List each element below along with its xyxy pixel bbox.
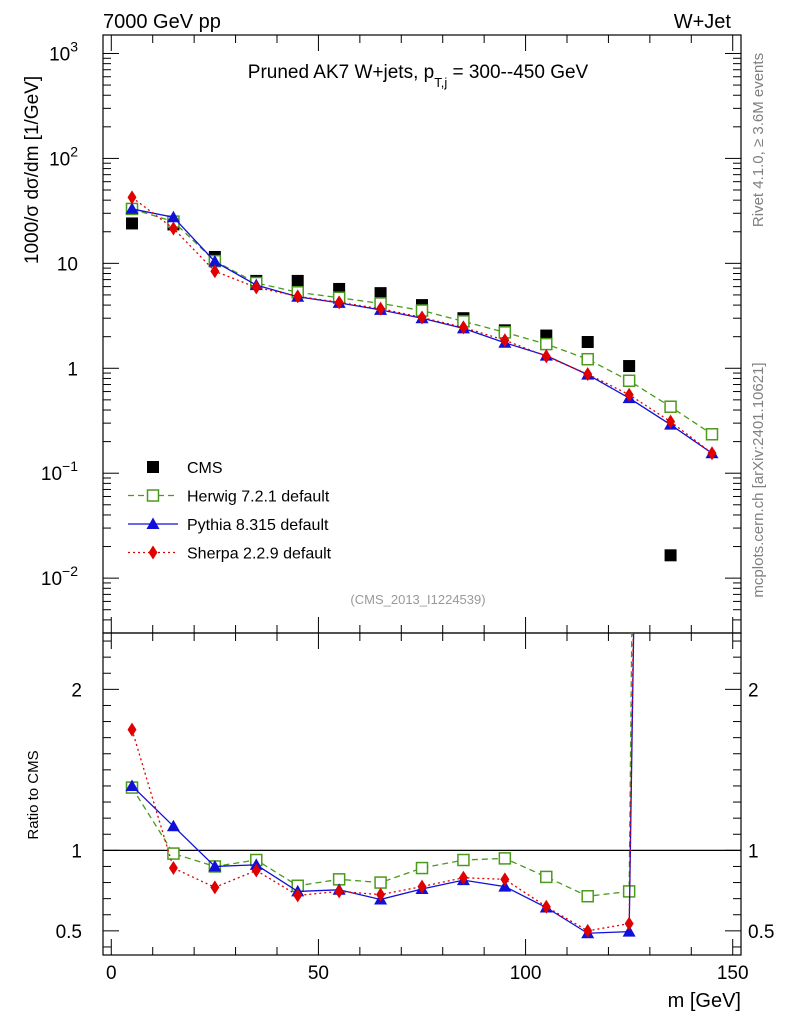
data-point-herwig xyxy=(540,337,553,351)
ratio-point-sherpa xyxy=(624,916,634,931)
data-point-sherpa xyxy=(583,367,593,382)
ratio-point-herwig xyxy=(415,861,429,875)
data-point-cms xyxy=(623,360,636,373)
data-point-sherpa xyxy=(458,320,468,335)
ratio-tick-label-right: 2 xyxy=(748,680,759,701)
ratio-point-herwig xyxy=(167,847,180,860)
legend-label-pythia: Pythia 8.315 default xyxy=(187,517,329,534)
data-point-sherpa xyxy=(707,446,717,461)
rivet-label: Rivet 4.1.0, ≥ 3.6M events xyxy=(750,53,767,227)
data-point-cms xyxy=(581,335,594,348)
ratio-point-sherpa xyxy=(541,899,551,914)
ratio-point-sherpa xyxy=(210,880,220,895)
y-axis-label: 1000/σ dσ/dm [1/GeV] xyxy=(22,76,43,264)
data-point-cms xyxy=(126,217,138,230)
legend-marker-pythia xyxy=(146,517,160,529)
data-point-sherpa xyxy=(251,280,261,295)
data-point-pythia xyxy=(125,202,139,214)
ratio-panel-frame xyxy=(102,632,742,956)
ratio-series-group xyxy=(125,633,636,939)
data-point-sherpa xyxy=(376,301,386,316)
data-point-herwig xyxy=(581,352,594,366)
data-point-sherpa xyxy=(666,414,676,429)
ratio-point-pythia xyxy=(125,779,139,791)
y-tick-label: 10 xyxy=(57,254,78,275)
ratio-point-pythia xyxy=(166,819,180,832)
ratio-point-herwig xyxy=(581,889,594,903)
legend-label-sherpa: Sherpa 2.2.9 default xyxy=(187,546,332,563)
ratio-line-sherpa xyxy=(131,633,634,932)
plot-title: Pruned AK7 W+jets, pT,j = 300--450 GeV xyxy=(248,62,589,90)
data-point-herwig xyxy=(622,374,636,388)
x-axis-label: m [GeV] xyxy=(668,990,741,1012)
ratio-point-pythia xyxy=(622,925,636,937)
data-point-sherpa xyxy=(334,295,344,310)
ratio-point-sherpa xyxy=(251,863,261,878)
ratio-point-herwig xyxy=(332,873,346,886)
ratio-point-sherpa xyxy=(334,884,344,899)
ratio-tick-label-right: 0.5 xyxy=(748,922,774,943)
y-tick-label: 10−1 xyxy=(41,458,78,485)
data-point-sherpa xyxy=(293,289,303,304)
data-point-herwig xyxy=(664,400,677,413)
series-line-sherpa xyxy=(131,196,713,454)
data-point-sherpa xyxy=(417,310,427,325)
ratio-point-herwig xyxy=(498,852,512,865)
legend-marker-cms xyxy=(147,461,159,473)
ratio-point-pythia xyxy=(208,859,222,872)
legend-label-herwig: Herwig 7.2.1 default xyxy=(187,489,330,506)
y-tick-label: 103 xyxy=(49,38,78,65)
ratio-point-sherpa xyxy=(500,872,510,887)
ratio-point-sherpa xyxy=(583,923,593,938)
data-point-pythia xyxy=(208,255,222,267)
y-tick-label: 1 xyxy=(67,359,78,380)
main-panel-frame xyxy=(102,34,742,634)
ratio-point-herwig xyxy=(540,870,553,884)
y-tick-label: 10−2 xyxy=(41,563,78,590)
ratio-tick-label: 0.5 xyxy=(56,922,82,943)
data-point-cms xyxy=(291,274,304,287)
ratio-tick-label: 1 xyxy=(71,841,82,862)
ratio-tick-label: 2 xyxy=(71,680,82,701)
data-point-sherpa xyxy=(500,333,510,348)
ratio-axis-label: Ratio to CMS xyxy=(25,750,42,839)
series-line-pythia xyxy=(131,208,713,454)
legend-label-cms: CMS xyxy=(187,460,223,477)
ratio-point-sherpa xyxy=(458,870,468,885)
ratio-point-sherpa xyxy=(293,888,303,903)
site-label: mcplots.cern.ch [arXiv:2401.10621] xyxy=(750,362,767,597)
x-tick-label: 150 xyxy=(717,963,749,984)
x-tick-label: 100 xyxy=(510,963,542,984)
y-tick-label: 102 xyxy=(49,143,78,170)
data-point-cms xyxy=(664,549,677,562)
data-point-herwig xyxy=(705,428,719,441)
analysis-label: (CMS_2013_I1224539) xyxy=(350,592,485,607)
data-point-sherpa xyxy=(210,264,220,279)
ratio-point-sherpa xyxy=(376,887,386,902)
data-point-sherpa xyxy=(624,387,634,402)
data-point-sherpa xyxy=(127,190,137,205)
ratio-point-sherpa xyxy=(168,861,178,876)
data-point-cms xyxy=(374,287,387,300)
energy-label: 7000 GeV pp xyxy=(103,11,221,33)
ratio-point-sherpa xyxy=(127,722,137,737)
legend-marker-herwig xyxy=(146,489,160,502)
legend-marker-sherpa xyxy=(148,545,158,560)
process-label: W+Jet xyxy=(674,11,732,33)
x-tick-label: 50 xyxy=(308,963,329,984)
ratio-tick-label-right: 1 xyxy=(748,841,759,862)
data-point-pythia xyxy=(166,210,180,223)
data-point-sherpa xyxy=(168,221,178,236)
data-point-sherpa xyxy=(541,349,551,364)
ratio-point-sherpa xyxy=(417,879,427,894)
ratio-point-herwig xyxy=(374,876,387,889)
ratio-point-herwig xyxy=(457,853,470,867)
x-tick-label: 0 xyxy=(106,963,117,984)
ratio-line-herwig xyxy=(131,633,633,897)
